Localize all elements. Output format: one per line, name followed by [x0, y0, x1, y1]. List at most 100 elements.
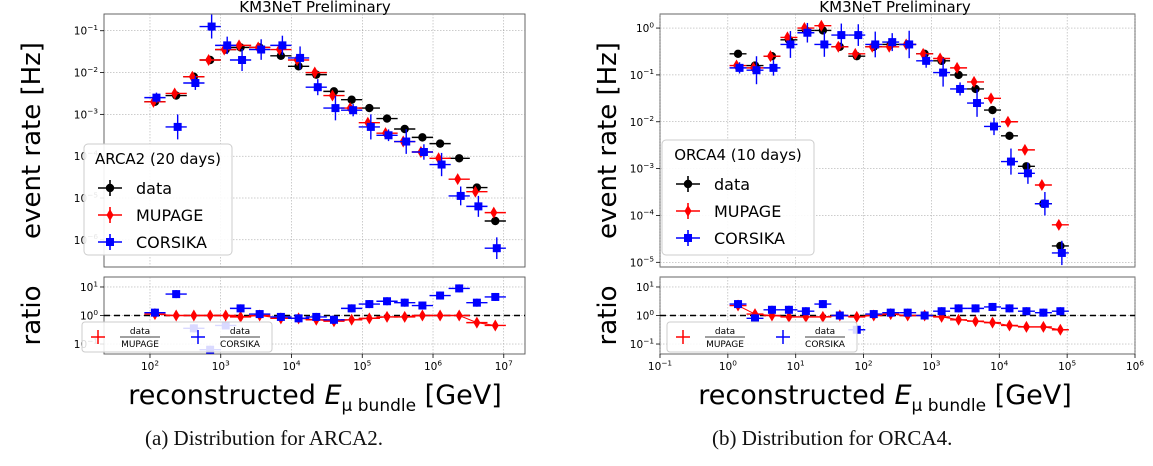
ratio-legend: data MUPAGE data CORSIKA [81, 321, 273, 353]
y-tick-label: 10−2 [630, 114, 654, 129]
corsika-ratio-point [1022, 307, 1031, 316]
y-axis-label: event rate [Hz] [593, 42, 623, 239]
legend-label-mupage: MUPAGE [714, 202, 781, 221]
mupage-point [490, 206, 498, 219]
ratio-y-tick-label: 101 [80, 279, 98, 294]
corsika-ratio-point [365, 300, 374, 309]
ratio-y-tick-label: 101 [636, 279, 654, 294]
legend-label-data: data [714, 175, 750, 194]
legend-label-corsika: CORSIKA [136, 233, 207, 252]
y-tick-label: 10−2 [74, 65, 98, 80]
corsika-point [888, 38, 897, 47]
data-point [1022, 162, 1031, 171]
corsika-ratio-point [172, 290, 181, 299]
corsika-point [257, 45, 266, 54]
legend-marker-corsika [684, 234, 692, 242]
mupage-point [800, 22, 808, 35]
corsika-point [820, 40, 829, 49]
y-tick-label: 10−5 [630, 255, 655, 270]
corsika-ratio-point [818, 300, 827, 309]
data-point [988, 105, 997, 115]
corsika-point [207, 22, 216, 31]
corsika-point [973, 99, 982, 108]
corsika-point [769, 63, 778, 72]
legend-marker-corsika [106, 238, 114, 246]
corsika-point [956, 84, 965, 93]
chart-title: KM3NeT Preliminary [239, 0, 391, 16]
corsika-point [223, 41, 232, 50]
mupage-point [454, 173, 462, 186]
corsika-point [419, 148, 428, 156]
corsika-point [474, 202, 483, 211]
mupage-point [205, 54, 213, 66]
mupage-point [919, 47, 927, 60]
corsika-ratio-point [383, 297, 392, 306]
legend-marker-mupage [106, 209, 114, 221]
chart-title: KM3NeT Preliminary [819, 0, 971, 16]
mupage-point [1021, 143, 1029, 156]
data-point [347, 95, 356, 104]
y-axis-label: event rate [Hz] [17, 42, 47, 239]
x-tick-label: 105 [353, 358, 371, 373]
ratio-y-tick-label: 100 [80, 308, 98, 323]
ratio-legend: data MUPAGE data CORSIKA [666, 321, 858, 353]
corsika-ratio-point [1056, 307, 1065, 316]
data-point [1056, 241, 1065, 251]
data-point [418, 133, 427, 142]
corsika-point [402, 137, 411, 146]
corsika-ratio-point [751, 314, 759, 323]
corsika-ratio-point [734, 300, 743, 309]
mupage-point [953, 61, 961, 74]
corsika-point [1057, 248, 1066, 257]
corsika-point [366, 122, 375, 131]
ratio-legend-num-mupage: data [715, 327, 735, 337]
mupage-point [1055, 218, 1063, 231]
corsika-point [238, 56, 247, 64]
corsika-ratio-point [920, 311, 929, 320]
ratio-legend-num-mupage: data [130, 327, 150, 337]
caption-orca: (b) Distribution for ORCA4. [712, 426, 953, 450]
ratio-y-tick-label: 100 [636, 308, 654, 323]
corsika-point [786, 40, 795, 49]
legend-label-corsika: CORSIKA [714, 229, 785, 248]
legend-box [83, 143, 233, 256]
data-point [400, 124, 409, 134]
legend-marker-mupage [684, 205, 692, 217]
corsika-point [331, 104, 340, 113]
corsika-ratio-point [491, 292, 500, 301]
corsika-ratio-point [869, 310, 878, 319]
x-axis-label: reconstructed Eμ bundle [GeV] [128, 380, 502, 416]
legend: ARCA2 (20 days) data MUPAGE CORSIKA [83, 143, 233, 256]
legend-title: ORCA4 (10 days) [674, 146, 802, 164]
x-tick-label: 107 [495, 358, 513, 373]
corsika-ratio-point [347, 304, 356, 313]
corsika-ratio-point [1039, 308, 1048, 317]
x-tick-label: 104 [990, 358, 1008, 373]
ratio-legend-den-corsika: CORSIKA [220, 340, 261, 350]
ratio-y-axis-label: ratio [17, 286, 47, 346]
caption-arca: (a) Distribution for ARCA2. [145, 426, 383, 450]
corsika-ratio-point [236, 304, 245, 313]
ratio-legend-den-mupage: MUPAGE [706, 340, 744, 350]
corsika-ratio-point [767, 305, 776, 314]
mupage-point [364, 116, 372, 129]
data-point [454, 154, 464, 163]
corsika-point [384, 131, 393, 140]
corsika-point [905, 40, 914, 49]
ratio-legend-num-corsika: data [230, 327, 250, 337]
ratio-y-axis-label: ratio [593, 286, 623, 346]
legend-marker-data [105, 183, 115, 193]
corsika-ratio-point [400, 298, 409, 307]
legend-title: ARCA2 (20 days) [95, 150, 221, 168]
corsika-point [922, 56, 931, 65]
data-point [491, 216, 500, 226]
mupage-point [311, 66, 319, 79]
mupage-point [817, 19, 825, 32]
mupage-point [970, 75, 978, 88]
x-tick-label: 103 [212, 358, 230, 373]
series-corsika [729, 22, 1069, 266]
corsika-point [735, 63, 744, 72]
mupage-ratio-line [737, 305, 1061, 331]
legend-label-data: data [136, 179, 172, 198]
